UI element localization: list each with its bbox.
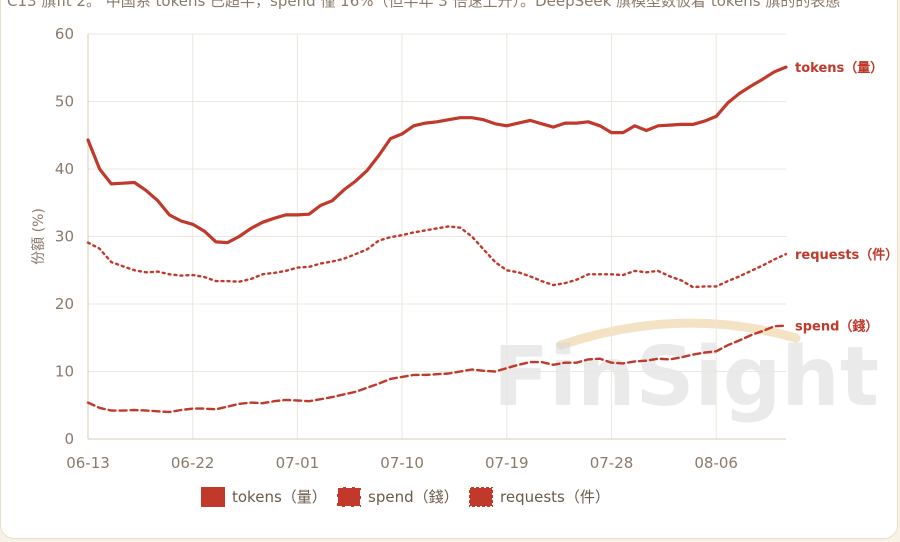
axes [87, 34, 786, 440]
y-tick-label: 10 [55, 363, 74, 381]
x-tick-label: 06-22 [171, 454, 215, 472]
y-tick-label: 50 [55, 93, 74, 111]
x-tick-label: 07-01 [276, 454, 320, 472]
watermark-text: FinSight [493, 330, 879, 425]
x-tick-labels: 06-13 06-22 07-01 07-10 07-19 07-28 08-06 [66, 454, 738, 472]
series-end-label: requests（件） [795, 247, 897, 263]
series-line-2 [86, 225, 788, 289]
series-end-label: spend（錢） [795, 319, 878, 335]
y-tick-label: 40 [55, 160, 74, 178]
legend-label: tokens（量） [232, 488, 327, 506]
legend-swatch [336, 486, 362, 508]
y-tick-label: 60 [55, 25, 74, 43]
legend-label: requests（件） [500, 488, 610, 506]
legend-swatch [201, 487, 225, 507]
x-tick-label: 07-28 [590, 454, 634, 472]
legend-item[interactable]: requests（件） [468, 486, 610, 508]
legend-swatch [468, 486, 494, 508]
x-tick-label: 07-19 [485, 454, 529, 472]
series-line-0 [86, 65, 788, 245]
legend-item[interactable]: tokens（量） [201, 487, 327, 507]
y-axis-label: 份額 (%) [31, 208, 47, 265]
watermark-logo: FinSight [493, 318, 879, 425]
x-tick-label: 06-13 [66, 454, 110, 472]
x-tick-label: 07-10 [380, 454, 424, 472]
series-lines [86, 65, 788, 414]
chart-caption: C13 旗fit 2。 中国系 tokens 已超半，spend 僅 16%（但… [7, 0, 841, 10]
y-tick-labels: 0 10 20 30 40 50 60 [55, 25, 74, 448]
y-tick-label: 20 [55, 295, 74, 313]
series-end-label: tokens（量） [795, 60, 883, 76]
y-tick-label: 30 [55, 228, 74, 246]
x-tick-label: 08-06 [694, 454, 738, 472]
grid-lines [87, 33, 786, 440]
y-tick-label: 0 [64, 430, 74, 448]
legend-item[interactable]: spend（錢） [336, 486, 459, 508]
series-end-labels: tokens（量） spend（錢） requests（件） [795, 60, 897, 335]
legend[interactable]: tokens（量） spend（錢） requests（件） [201, 486, 610, 508]
series-line-1 [86, 324, 788, 414]
legend-label: spend（錢） [368, 488, 459, 506]
